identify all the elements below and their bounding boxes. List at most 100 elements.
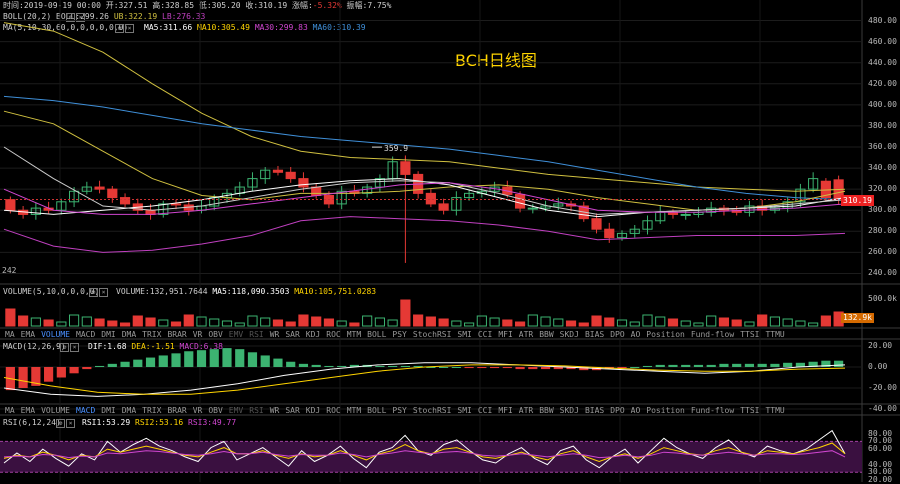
tab-ttsi[interactable]: TTSI [740,406,760,415]
tab-sar[interactable]: SAR [285,406,300,415]
tab-mfi[interactable]: MFI [498,406,513,415]
tab-obv[interactable]: OBV [208,406,223,415]
tab-wr[interactable]: WR [269,406,280,415]
tab-boll[interactable]: BOLL [367,406,387,415]
tab-psy[interactable]: PSY [392,406,407,415]
tab-mtm[interactable]: MTM [346,330,362,339]
ma-legend: MA(5,10,30,60,0,0,0,0,0,0) [3,23,128,33]
tab-sar[interactable]: SAR [285,330,300,339]
volume-bar [68,314,80,327]
volume-bar [362,315,373,327]
tab-boll[interactable]: BOLL [367,330,387,339]
tab-roc[interactable]: ROC [326,406,341,415]
tab-dpo[interactable]: DPO [610,406,625,415]
tab-skdj[interactable]: SKDJ [559,406,579,415]
macd-settings-button[interactable]: ⚙ [60,343,69,352]
rsi-close-button[interactable]: × [66,419,75,428]
tab-psy[interactable]: PSY [392,330,407,339]
tab-smi[interactable]: SMI [457,330,472,339]
tab-smi[interactable]: SMI [457,406,472,415]
tab-rsi[interactable]: RSI [249,330,264,339]
boll-settings-button[interactable]: ⚙ [66,13,75,22]
tab-atr[interactable]: ATR [518,330,534,339]
tab-ttmu[interactable]: TTMU [765,330,785,339]
tab-stochrsi[interactable]: StochRSI [412,406,452,415]
tab-cci[interactable]: CCI [477,406,493,415]
tab-ttmu[interactable]: TTMU [765,406,785,415]
tab-macd[interactable]: MACD [76,330,96,339]
tab-roc[interactable]: ROC [326,330,341,339]
tab-macd[interactable]: MACD [76,406,96,415]
tab-obv[interactable]: OBV [208,330,223,339]
tab-brar[interactable]: BRAR [167,330,187,339]
tab-cci[interactable]: CCI [477,330,493,339]
tab-kdj[interactable]: KDJ [305,406,321,415]
tab-rsi[interactable]: RSI [249,406,264,415]
ma-settings-button[interactable]: ⚙ [115,24,124,33]
tab-ttsi[interactable]: TTSI [740,330,760,339]
tab-bbw[interactable]: BBW [539,330,554,339]
tab-bias[interactable]: BIAS [584,406,605,415]
tab-dma[interactable]: DMA [121,406,137,415]
tab-mtm[interactable]: MTM [346,406,362,415]
macd-histogram-bar [222,348,232,367]
volume-settings-button[interactable]: ⚙ [89,288,98,297]
volume-close-button[interactable]: × [99,288,108,297]
macd-histogram-bar [681,364,691,367]
tab-vr[interactable]: VR [192,406,203,415]
tab-ema[interactable]: EMA [20,330,36,339]
tab-position[interactable]: Position [646,330,685,339]
macd-histogram-bar [795,362,805,367]
tab-trix[interactable]: TRIX [142,406,162,415]
tab-vr[interactable]: VR [192,330,203,339]
macd-tick-label: -40.00 [868,404,897,413]
amplitude-value: 7.75% [367,1,392,10]
boll-close-button[interactable]: × [76,13,85,22]
tab-stochrsi[interactable]: StochRSI [412,330,452,339]
tab-volume[interactable]: VOLUME [41,330,70,339]
tab-fund-flow[interactable]: Fund-flow [690,330,735,339]
rsi-band [0,441,862,473]
tab-ao[interactable]: AO [630,330,641,339]
tab-dpo[interactable]: DPO [610,330,625,339]
volume-bar [604,317,615,327]
macd-histogram-bar [375,365,385,367]
macd-histogram-bar [808,361,818,367]
tab-ema[interactable]: EMA [20,406,36,415]
candle-body [30,207,41,215]
ma-values: MA5:311.66 MA10:305.49 MA30:299.83 MA60:… [144,23,366,33]
macd-close-button[interactable]: × [70,343,79,352]
tab-trix[interactable]: TRIX [142,330,162,339]
tab-bbw[interactable]: BBW [539,406,554,415]
volume-bar [540,316,551,327]
volume-bar [667,318,679,327]
candle-body [616,232,628,239]
tab-ao[interactable]: AO [630,406,641,415]
volume-bar [438,318,449,327]
macd-histogram-bar [439,367,449,368]
volume-bar [234,322,245,327]
tab-position[interactable]: Position [646,406,685,415]
ma-close-button[interactable]: × [125,24,134,33]
tab-dmi[interactable]: DMI [101,406,116,415]
tab-ma[interactable]: MA [5,406,15,415]
open-value: 327.51 [118,1,148,10]
tab-emv[interactable]: EMV [228,406,244,415]
tab-skdj[interactable]: SKDJ [559,330,579,339]
volume-bar [680,320,691,327]
tab-atr[interactable]: ATR [518,406,534,415]
tab-dmi[interactable]: DMI [101,330,116,339]
tab-brar[interactable]: BRAR [167,406,187,415]
tab-kdj[interactable]: KDJ [305,330,321,339]
tab-volume[interactable]: VOLUME [41,406,70,415]
chart-title: BCH日线图 [455,51,537,70]
tab-dma[interactable]: DMA [121,330,137,339]
tab-wr[interactable]: WR [269,330,280,339]
tab-mfi[interactable]: MFI [498,330,513,339]
macd-histogram-bar [489,367,500,369]
tab-ma[interactable]: MA [5,330,15,339]
tab-emv[interactable]: EMV [228,330,244,339]
rsi-settings-button[interactable]: ⚙ [56,419,65,428]
tab-bias[interactable]: BIAS [584,330,605,339]
tab-fund-flow[interactable]: Fund-flow [690,406,735,415]
